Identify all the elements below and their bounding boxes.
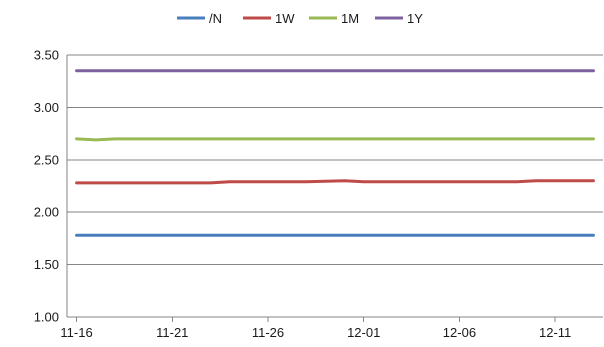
x-tick-label: 12-11 — [539, 325, 571, 340]
series-line-1m — [75, 137, 595, 142]
axes — [66, 55, 603, 318]
y-axis-tick-labels: 1.00 1.50 2.00 2.50 3.00 3.50 — [34, 48, 59, 325]
legend: /N 1W 1M 1Y — [177, 11, 423, 26]
x-tick-label: 11-21 — [156, 325, 188, 340]
y-tick-label: 1.50 — [34, 257, 59, 272]
y-tick-label: 3.00 — [34, 100, 59, 115]
y-tick-label: 3.50 — [34, 48, 59, 63]
legend-label-1m: 1M — [341, 11, 359, 26]
y-tick-label: 2.00 — [34, 205, 59, 220]
x-tick-label: 11-26 — [252, 325, 284, 340]
x-tick-label: 11-16 — [60, 325, 92, 340]
x-tick-label: 12-06 — [443, 325, 476, 340]
y-tick-label: 2.50 — [34, 152, 59, 167]
x-axis-tick-labels: 11-16 11-21 11-26 12-01 12-06 12-11 — [60, 317, 571, 340]
legend-label-n: /N — [209, 11, 222, 26]
series-lines — [75, 69, 595, 237]
series-line-1w — [75, 179, 595, 185]
y-tick-label: 1.00 — [34, 310, 59, 325]
legend-label-1y: 1Y — [407, 11, 423, 26]
x-tick-label: 12-01 — [347, 325, 380, 340]
gridlines — [67, 54, 603, 266]
legend-label-1w: 1W — [275, 11, 295, 26]
